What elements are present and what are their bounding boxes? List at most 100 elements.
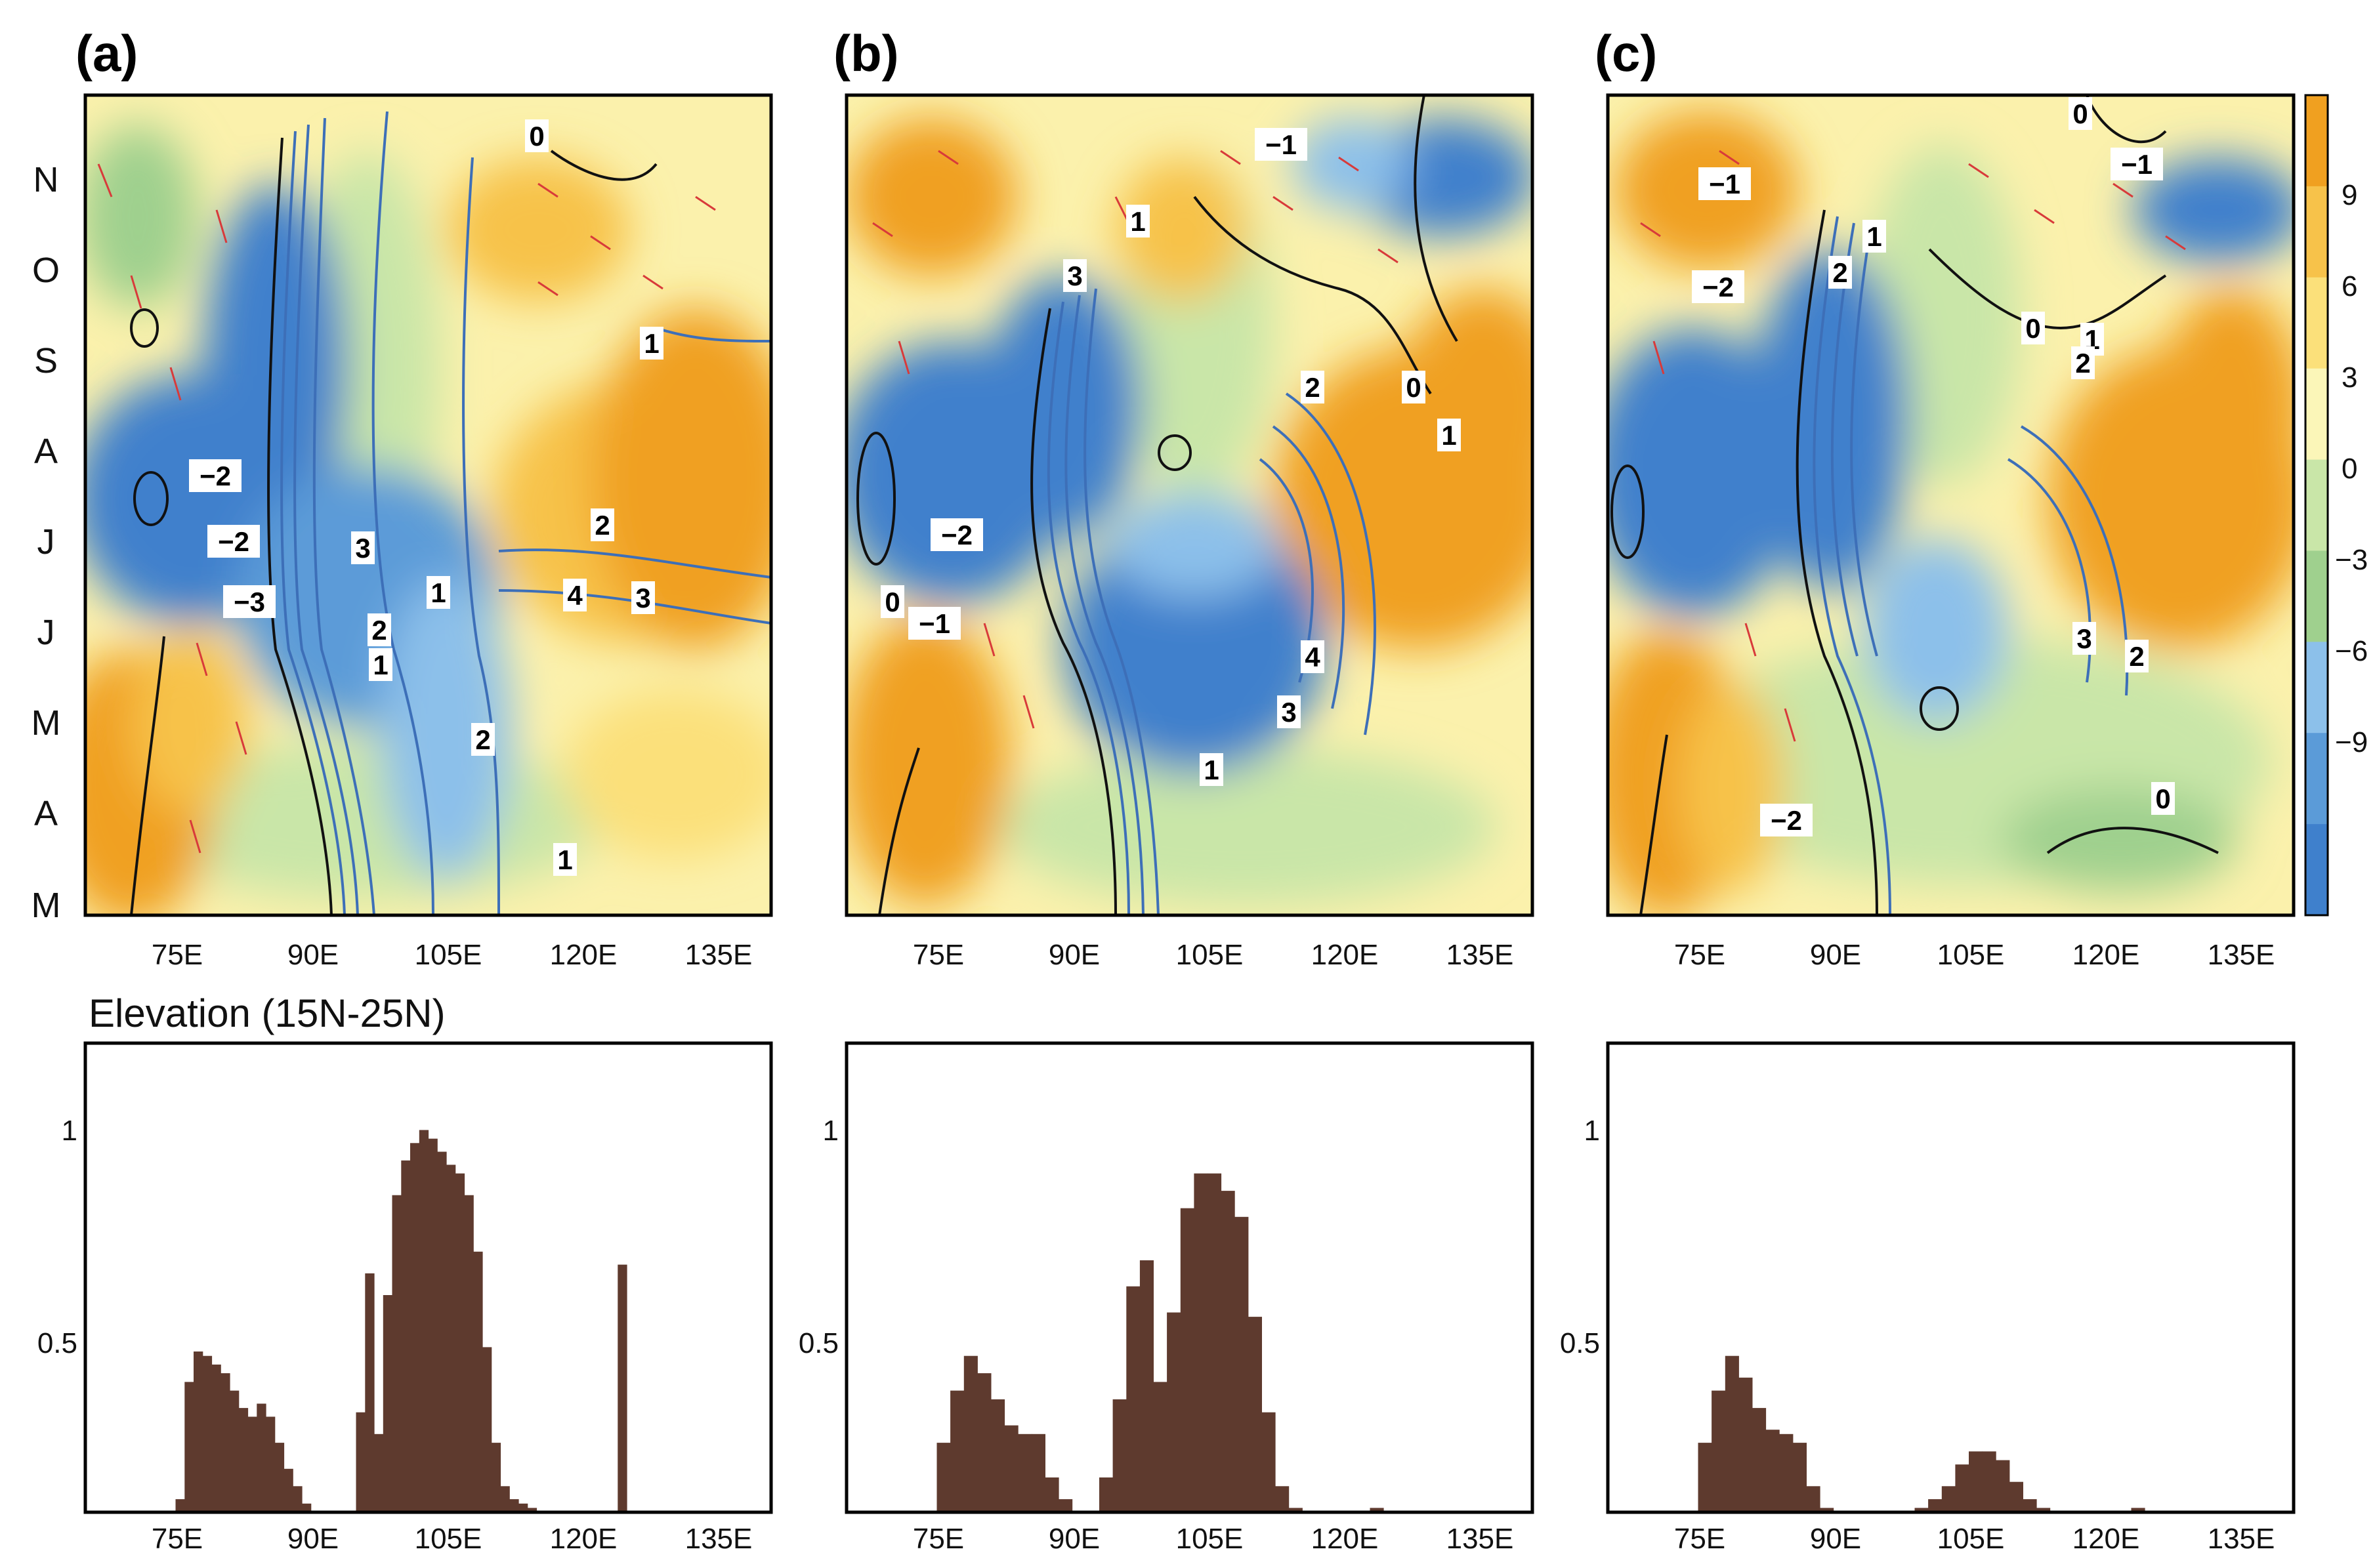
month-label: A xyxy=(34,794,58,833)
panel-c-heatmap: 0 −1 −1 1 −2 2 0 1 2 3 2 −2 0 xyxy=(1606,93,2296,917)
x-tick-label: 75E xyxy=(913,1523,964,1555)
contour-label: −1 xyxy=(2111,148,2163,180)
x-tick-label: 135E xyxy=(2208,1523,2275,1555)
svg-text:2: 2 xyxy=(475,724,490,755)
svg-text:−1: −1 xyxy=(1265,129,1297,160)
elevation-bar xyxy=(1914,1508,1929,1512)
elevation-bar xyxy=(274,1443,285,1512)
elevation-bar xyxy=(618,1264,627,1512)
elevation-c: 1 0.5 75E 90E 105E 120E 135E xyxy=(1560,1041,2296,1555)
elevation-bar xyxy=(284,1468,293,1512)
contour-label: 3 xyxy=(351,531,375,564)
contour-label: 0 xyxy=(881,585,904,618)
elevation-bar xyxy=(2036,1508,2051,1512)
x-tick-label: 75E xyxy=(152,1523,203,1555)
svg-text:2: 2 xyxy=(371,615,387,646)
contour-label: 1 xyxy=(553,843,577,876)
panel-b-label: (b) xyxy=(833,24,899,82)
elevation-bar xyxy=(221,1373,230,1512)
elevation-bar xyxy=(374,1434,384,1512)
elevation-bar xyxy=(464,1195,474,1512)
elevation-bar xyxy=(238,1408,249,1512)
contour-label: −3 xyxy=(223,585,276,618)
contour-label: 0 xyxy=(2069,97,2092,130)
x-tick-label: 135E xyxy=(1446,939,1514,971)
x-tick-label: 90E xyxy=(1810,939,1861,971)
svg-text:−2: −2 xyxy=(200,461,231,491)
contour-label: 3 xyxy=(1277,695,1301,728)
month-label: N xyxy=(33,160,59,199)
month-label: M xyxy=(32,703,61,743)
contour-label: 2 xyxy=(368,613,391,646)
month-label: M xyxy=(32,886,61,925)
colorbar-swatch xyxy=(2305,642,2328,734)
elevation-bar xyxy=(1167,1312,1181,1512)
colorbar-swatch xyxy=(2305,459,2328,552)
y-tick-label: 1 xyxy=(1584,1115,1600,1147)
elevation-bar xyxy=(1765,1430,1780,1512)
x-tick-label: 120E xyxy=(1311,939,1379,971)
svg-text:−1: −1 xyxy=(1709,169,1740,199)
x-tick-label: 90E xyxy=(1049,1523,1100,1555)
contour-label: 0 xyxy=(1402,371,1425,403)
elevation-bar xyxy=(1275,1486,1290,1512)
contour-label: 2 xyxy=(591,508,614,541)
colorbar-swatch xyxy=(2305,824,2328,916)
x-tick-label: 135E xyxy=(685,939,753,971)
elevation-bar xyxy=(963,1355,978,1512)
contour-label: 4 xyxy=(1301,640,1324,673)
svg-text:1: 1 xyxy=(1866,221,1881,252)
x-tick-label: 90E xyxy=(1810,1523,1861,1555)
colorbar-tick-label: −6 xyxy=(2335,635,2368,667)
panel-c-frame xyxy=(1606,93,2296,917)
elevation-bar xyxy=(184,1382,194,1512)
elevation-bar xyxy=(1004,1425,1019,1512)
elevation-b: 1 0.5 75E 90E 105E 120E 135E xyxy=(799,1041,1534,1555)
elevation-bar xyxy=(401,1160,411,1513)
elevation-bar xyxy=(1792,1443,1807,1512)
y-tick-label: 1 xyxy=(62,1115,77,1147)
top-x-axis-c: 75E 90E 105E 120E 135E xyxy=(1674,939,2275,971)
contour-label: −2 xyxy=(1760,804,1813,836)
svg-text:1: 1 xyxy=(644,328,659,359)
svg-text:−2: −2 xyxy=(1771,805,1802,836)
month-label: S xyxy=(34,341,58,381)
elevation-bar xyxy=(1248,1317,1262,1512)
x-tick-label: 105E xyxy=(1176,939,1244,971)
elevation-bar xyxy=(1738,1377,1753,1512)
elevation-bar xyxy=(1153,1382,1167,1512)
x-tick-label: 135E xyxy=(685,1523,753,1555)
svg-text:1: 1 xyxy=(373,650,388,680)
contour-label: 2 xyxy=(471,723,495,756)
elevation-bar xyxy=(1370,1508,1384,1512)
elevation-bar xyxy=(1928,1499,1943,1512)
colorbar-swatch xyxy=(2305,186,2328,278)
elevation-title: Elevation (15N-25N) xyxy=(89,991,446,1035)
elevation-bar xyxy=(356,1412,366,1512)
elevation-bar xyxy=(1941,1486,1956,1512)
svg-text:3: 3 xyxy=(635,583,650,613)
x-tick-label: 105E xyxy=(415,939,482,971)
elevation-bar xyxy=(194,1351,203,1512)
elevation-bar xyxy=(365,1273,375,1512)
svg-text:2: 2 xyxy=(595,510,610,541)
svg-text:2: 2 xyxy=(2075,348,2090,379)
svg-text:3: 3 xyxy=(1067,260,1082,291)
svg-text:0: 0 xyxy=(2072,98,2088,129)
colorbar-tick-label: −3 xyxy=(2335,544,2368,576)
month-label: O xyxy=(32,251,60,290)
elevation-bars-b xyxy=(936,1173,1384,1512)
elevation-bar xyxy=(175,1499,185,1512)
svg-text:2: 2 xyxy=(1305,372,1320,403)
elevation-bar xyxy=(1779,1434,1794,1512)
x-tick-label: 90E xyxy=(287,1523,339,1555)
elevation-bar xyxy=(383,1295,393,1512)
y-tick-label: 1 xyxy=(823,1115,839,1147)
elevation-bar xyxy=(936,1443,951,1512)
elevation-bar xyxy=(491,1443,501,1512)
contour-label: 1 xyxy=(1437,419,1461,451)
elevation-bar xyxy=(473,1251,483,1512)
elevation-bar xyxy=(428,1138,438,1512)
x-tick-label: 105E xyxy=(415,1523,482,1555)
y-tick-label: 0.5 xyxy=(1560,1327,1600,1359)
